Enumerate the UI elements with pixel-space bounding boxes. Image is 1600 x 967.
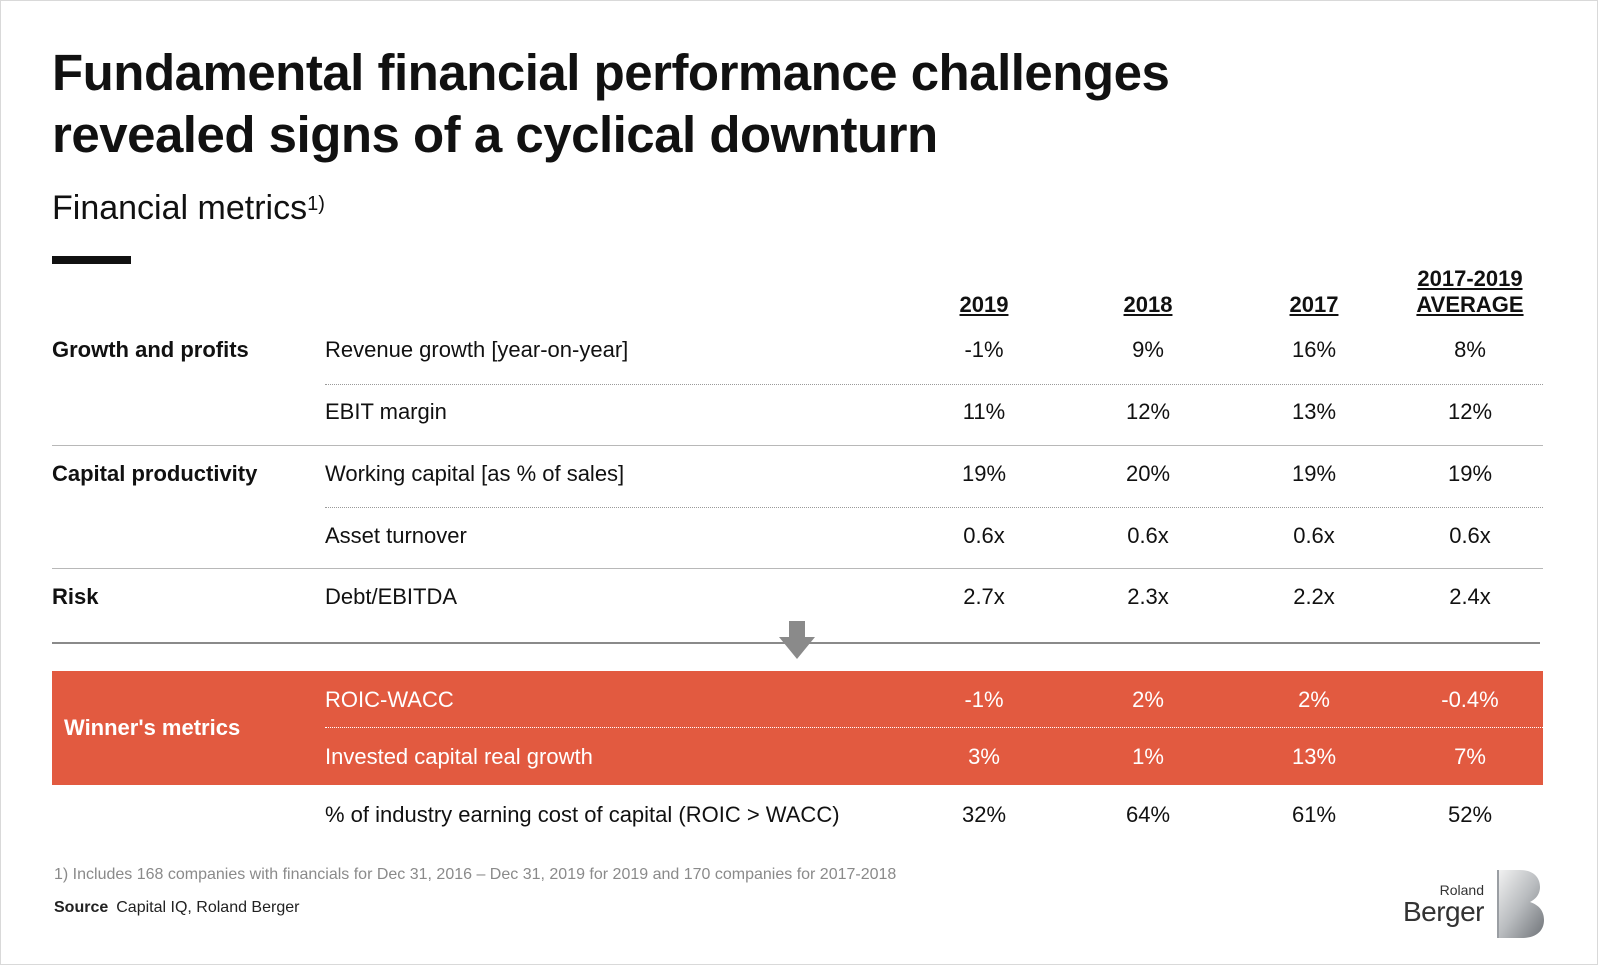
- industry-row: % of industry earning cost of capital (R…: [0, 785, 1600, 845]
- row-value-2019: -1%: [964, 687, 1004, 712]
- column-header-text: 2019: [959, 292, 1009, 317]
- row-divider-dotted: [325, 384, 1543, 385]
- row-value-average: 7%: [1454, 744, 1486, 769]
- row-metric: Invested capital real growth: [325, 744, 593, 769]
- row-value-2019: 2.7x: [963, 584, 1005, 609]
- subtitle: Financial metrics1): [52, 186, 325, 230]
- winner-row-divider: [325, 727, 1543, 728]
- row-metric: Debt/EBITDA: [325, 584, 458, 609]
- logo-b-mark-icon: [1497, 870, 1544, 938]
- row-value-2018: 2.3x: [1127, 584, 1169, 609]
- subtitle-footnote-marker: 1): [307, 193, 325, 215]
- winner-metrics-label: Winner's metrics: [64, 715, 241, 740]
- subtitle-text: Financial metrics: [52, 189, 308, 227]
- row-category: Capital productivity: [52, 461, 258, 486]
- row-value-2019: 0.6x: [963, 523, 1005, 548]
- footnote: 1) Includes 168 companies with financial…: [54, 866, 897, 883]
- row-category: Risk: [52, 584, 99, 609]
- table-row: Risk Debt/EBITDA 2.7x 2.3x 2.2x 2.4x: [0, 567, 1600, 627]
- row-value-2017: 19%: [1291, 461, 1337, 486]
- row-metric: EBIT margin: [325, 399, 447, 424]
- winner-row: ROIC-WACC -1% 2% 2% -0.4%: [52, 671, 1543, 728]
- row-value-2017: 13%: [1291, 744, 1337, 769]
- title-line-1: Fundamental financial performance challe…: [52, 44, 1170, 101]
- row-metric: Working capital [as % of sales]: [325, 461, 625, 486]
- column-header-text: 2018: [1123, 292, 1173, 317]
- row-value-average: 0.6x: [1449, 523, 1491, 548]
- winner-row: Invested capital real growth 3% 1% 13% 7…: [52, 728, 1543, 785]
- section-divider: [52, 445, 1543, 446]
- row-value-average: 19%: [1447, 461, 1493, 486]
- row-value-2018: 2%: [1132, 687, 1164, 712]
- table-row: EBIT margin 11% 12% 13% 12%: [0, 382, 1600, 442]
- row-value-2019: -1%: [964, 337, 1004, 362]
- row-value-average: 8%: [1454, 337, 1486, 362]
- row-value-2019: 32%: [961, 802, 1007, 827]
- row-value-2018: 20%: [1125, 461, 1171, 486]
- source-line: Source Capital IQ, Roland Berger: [54, 899, 299, 917]
- column-header-average: 2017-2019 AVERAGE: [1380, 266, 1560, 318]
- row-value-2017: 2.2x: [1293, 584, 1335, 609]
- source-text: Capital IQ, Roland Berger: [116, 899, 300, 916]
- row-divider-dotted: [325, 507, 1543, 508]
- row-value-average: 2.4x: [1449, 584, 1491, 609]
- column-header-text: 2017-2019: [1417, 266, 1523, 291]
- row-value-2017: 2%: [1298, 687, 1330, 712]
- logo-word-berger: Berger: [1402, 896, 1485, 927]
- row-metric: Revenue growth [year-on-year]: [325, 337, 629, 362]
- column-header-text: 2017: [1289, 292, 1339, 317]
- row-value-2017: 13%: [1291, 399, 1337, 424]
- table-row: Capital productivity Working capital [as…: [0, 444, 1600, 504]
- row-value-2017: 0.6x: [1293, 523, 1335, 548]
- title-line-2: revealed signs of a cyclical downturn: [52, 106, 938, 163]
- row-value-2018: 0.6x: [1127, 523, 1169, 548]
- column-header-subtext: AVERAGE: [1416, 292, 1524, 317]
- table-row: Growth and profits Revenue growth [year-…: [0, 320, 1600, 380]
- row-metric: % of industry earning cost of capital (R…: [325, 802, 840, 827]
- row-metric: ROIC-WACC: [325, 687, 454, 712]
- row-value-2018: 1%: [1132, 744, 1164, 769]
- row-value-2017: 61%: [1291, 802, 1337, 827]
- down-arrow-icon: [779, 621, 815, 659]
- column-header-2019: 2019: [894, 292, 1074, 318]
- title-underline-bar: [52, 256, 131, 264]
- row-value-2018: 64%: [1125, 802, 1171, 827]
- roland-berger-logo: Roland Berger: [1396, 868, 1546, 940]
- page-title: Fundamental financial performance challe…: [52, 42, 1352, 166]
- section-divider: [52, 568, 1543, 569]
- row-value-average: 52%: [1447, 802, 1493, 827]
- row-value-2019: 3%: [968, 744, 1000, 769]
- table-row: Asset turnover 0.6x 0.6x 0.6x 0.6x: [0, 506, 1600, 566]
- row-category: Growth and profits: [52, 337, 249, 362]
- row-value-2017: 16%: [1291, 337, 1337, 362]
- winner-metrics-band: Winner's metrics ROIC-WACC -1% 2% 2% -0.…: [52, 671, 1543, 785]
- row-value-2019: 19%: [961, 461, 1007, 486]
- row-metric: Asset turnover: [325, 523, 467, 548]
- logo-word-roland: Roland: [1439, 882, 1484, 898]
- row-value-average: 12%: [1447, 399, 1493, 424]
- row-value-2018: 9%: [1132, 337, 1164, 362]
- source-label: Source: [54, 899, 109, 916]
- row-value-2019: 11%: [962, 399, 1006, 424]
- row-value-2018: 12%: [1125, 399, 1171, 424]
- row-value-average: -0.4%: [1441, 687, 1499, 712]
- column-header-2017: 2017: [1224, 292, 1404, 318]
- column-header-2018: 2018: [1058, 292, 1238, 318]
